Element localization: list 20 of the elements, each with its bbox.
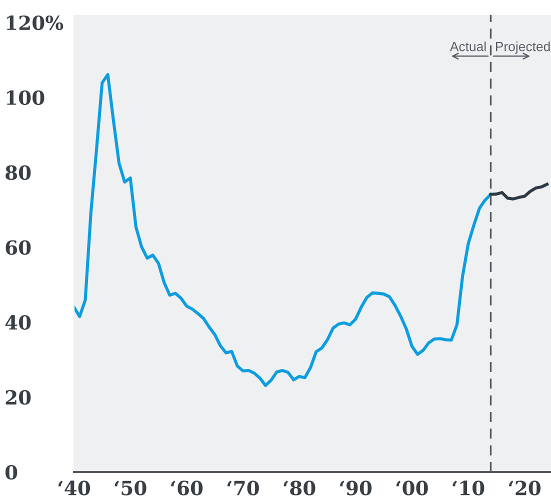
- y-tick-label: 80: [6, 165, 31, 180]
- x-tick-label: ‘90: [340, 480, 372, 496]
- y-tick-label: 20: [6, 390, 31, 405]
- y-tick-label: 100: [6, 90, 44, 106]
- x-tick-label: ‘80: [284, 480, 316, 496]
- annotation: Actual: [450, 42, 486, 52]
- x-tick-label: ‘60: [171, 480, 203, 496]
- x-tick-label: ‘10: [452, 480, 484, 496]
- line-series: [489, 182, 549, 200]
- x-tick-label: ‘40: [58, 480, 90, 496]
- x-tick-label: ‘00: [396, 480, 428, 496]
- x-tick-label: ‘20: [508, 480, 541, 496]
- x-tick-label: ‘50: [114, 480, 146, 496]
- y-tick-label: 40: [5, 315, 31, 330]
- x-tick-label: ‘70: [227, 480, 259, 496]
- y-tick-label: 0: [5, 464, 18, 480]
- y-tick-label: 120%: [6, 15, 64, 30]
- line-series: [74, 73, 492, 387]
- y-tick-label: 60: [6, 240, 31, 255]
- annotation: Projected: [496, 42, 550, 54]
